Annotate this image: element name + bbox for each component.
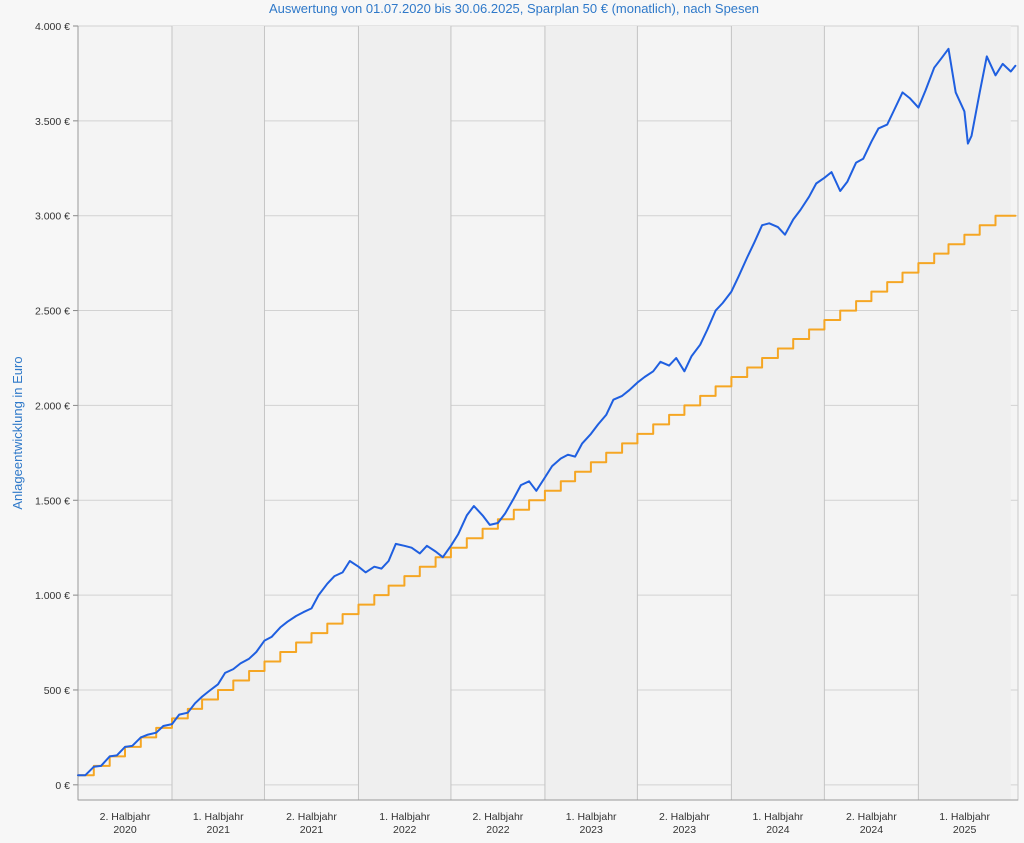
x-tick-label: 2. Halbjahr <box>846 811 897 823</box>
y-tick-label: 1.000 € <box>35 590 70 602</box>
x-tick-label: 2024 <box>766 824 790 836</box>
chart-title: Auswertung von 01.07.2020 bis 30.06.2025… <box>269 1 759 16</box>
x-tick-label: 1. Halbjahr <box>753 811 804 823</box>
y-tick-label: 0 € <box>55 780 70 792</box>
x-tick-label: 2020 <box>113 824 137 836</box>
grid-layer <box>78 25 1018 800</box>
period-band <box>358 26 451 800</box>
x-tick-label: 1. Halbjahr <box>193 811 244 823</box>
y-tick-label: 4.000 € <box>35 21 70 33</box>
x-tick-label: 1. Halbjahr <box>566 811 617 823</box>
y-tick-label: 2.000 € <box>35 400 70 412</box>
x-tick-label: 2. Halbjahr <box>473 811 524 823</box>
x-tick-label: 2. Halbjahr <box>100 811 151 823</box>
period-band <box>544 26 638 800</box>
x-tick-label: 2025 <box>953 824 977 836</box>
x-tick-label: 2. Halbjahr <box>286 811 337 823</box>
invested-amount-line <box>77 214 1017 777</box>
x-tick-label: 2021 <box>207 824 231 836</box>
x-tick-label: 2024 <box>860 824 884 836</box>
y-tick-label: 500 € <box>44 685 70 697</box>
series-layer <box>77 47 1017 777</box>
x-tick-label: 2022 <box>486 824 510 836</box>
x-tick-label: 2. Halbjahr <box>659 811 710 823</box>
period-band <box>731 26 825 800</box>
y-tick-label: 3.500 € <box>35 116 70 128</box>
y-axis-label: Anlageentwicklung in Euro <box>10 356 25 509</box>
y-tick-label: 1.500 € <box>35 495 70 507</box>
period-band <box>918 26 1011 800</box>
y-axis: 0 € 500 € 1.000 € 1.500 € 2.000 € 2.500 € 3.00… <box>35 21 79 800</box>
x-tick-label: 2022 <box>393 824 417 836</box>
x-tick-label: 1. Halbjahr <box>939 811 990 823</box>
portfolio-value-line <box>77 47 1017 777</box>
y-tick-label: 2.500 € <box>35 306 70 318</box>
x-tick-label: 2023 <box>579 824 603 836</box>
y-tick-label: 3.000 € <box>35 211 70 223</box>
x-tick-label: 2021 <box>300 824 324 836</box>
x-tick-label: 1. Halbjahr <box>379 811 430 823</box>
x-tick-label: 2023 <box>673 824 697 836</box>
